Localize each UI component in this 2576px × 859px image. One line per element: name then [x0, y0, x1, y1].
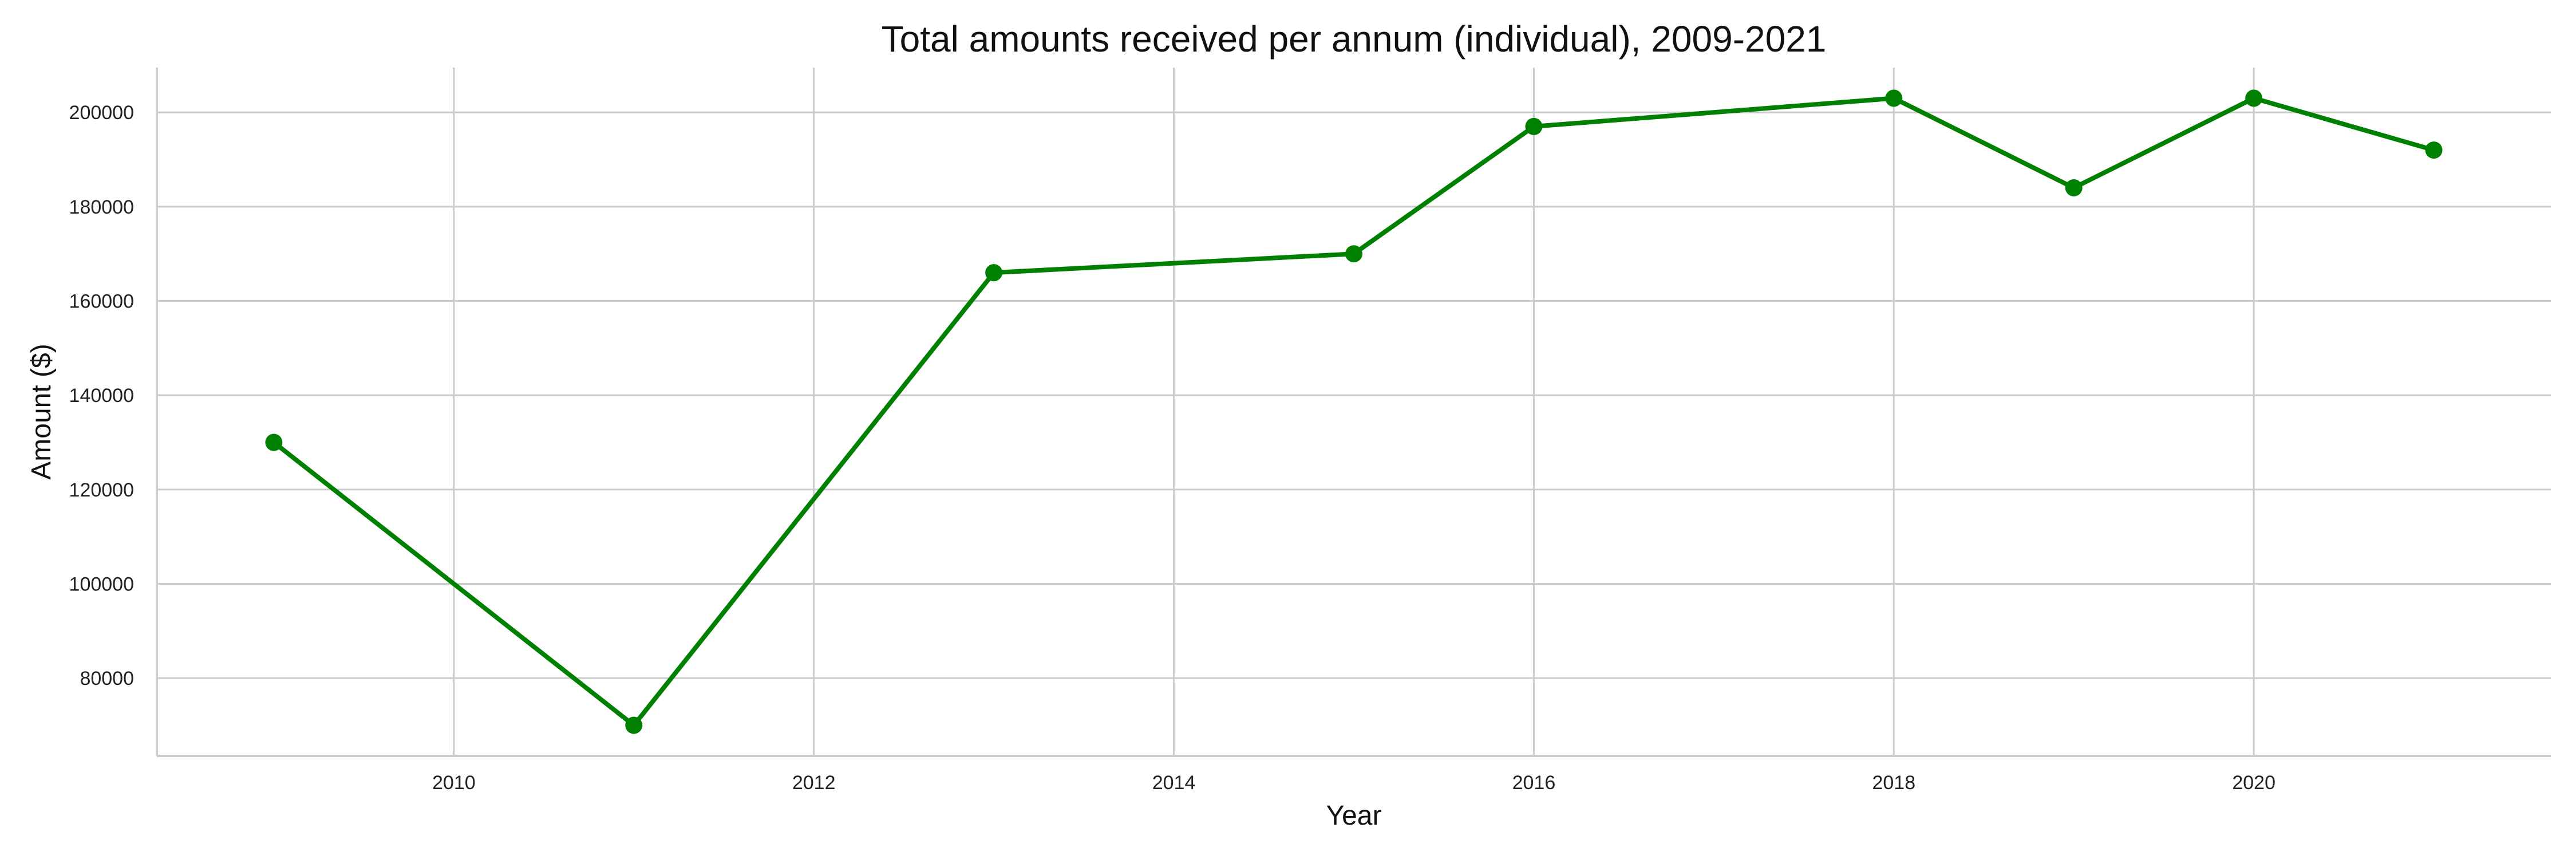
y-tick-label: 160000: [69, 291, 134, 313]
data-point: [1345, 245, 1362, 263]
tick-labels: 2010 2012 2014 2016 2018 2020 80000 100000 12000…: [69, 102, 2275, 794]
y-tick-label: 200000: [69, 102, 134, 124]
x-tick-label: 2016: [1512, 772, 1556, 794]
data-point: [1525, 117, 1543, 135]
x-tick-label: 2014: [1152, 772, 1196, 794]
chart-title: Total amounts received per annum (indivi…: [882, 18, 1827, 60]
data-point: [1885, 89, 1903, 107]
data-point: [2065, 179, 2083, 196]
data-point: [265, 434, 283, 451]
x-axis-label: Year: [1326, 801, 1382, 831]
data-point: [2245, 89, 2263, 107]
data-point: [2425, 141, 2443, 159]
x-tick-label: 2010: [432, 772, 476, 794]
x-tick-label: 2012: [792, 772, 836, 794]
data-point: [625, 716, 643, 734]
y-tick-label: 100000: [69, 574, 134, 596]
series-group: [265, 89, 2443, 734]
axis-spines: [156, 68, 2551, 757]
x-tick-label: 2020: [2232, 772, 2275, 794]
y-tick-label: 140000: [69, 385, 134, 407]
y-tick-label: 120000: [69, 479, 134, 501]
data-point: [985, 264, 1003, 282]
gridlines: [157, 68, 2551, 756]
series-line: [271, 96, 2436, 728]
y-tick-label: 80000: [80, 668, 134, 689]
y-tick-label: 180000: [69, 196, 134, 218]
y-axis-label: Amount ($): [26, 344, 57, 479]
x-tick-label: 2018: [1872, 772, 1915, 794]
